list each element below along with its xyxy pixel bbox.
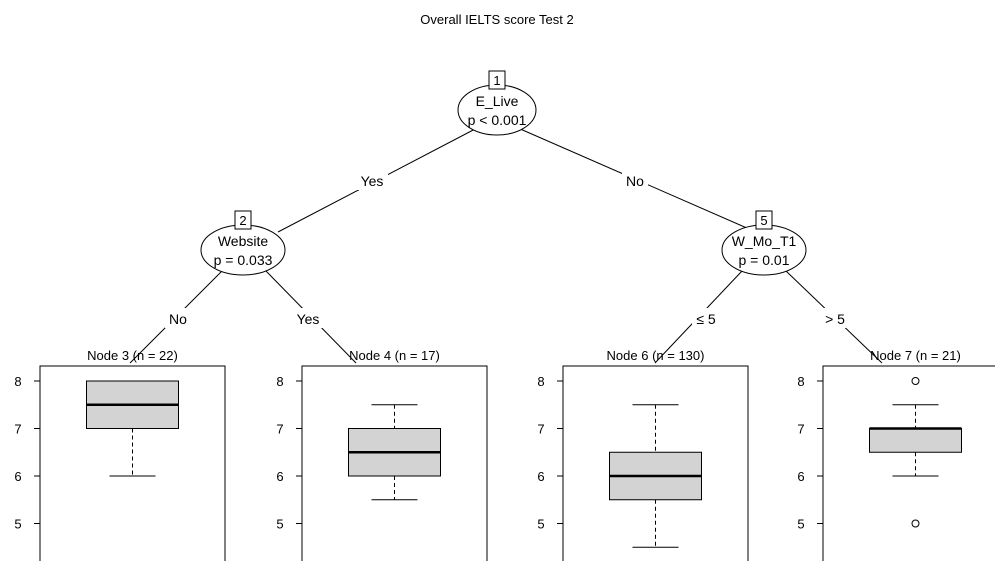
edge-label-n5-le5: ≤ 5 (696, 311, 716, 327)
node-id-2: 2 (239, 213, 246, 228)
edge-label-n1-yes: Yes (361, 173, 384, 189)
edge-label-n5-gt5: > 5 (825, 311, 845, 327)
split-pvalue-5: p = 0.01 (739, 252, 790, 268)
inner-node-5: 5 W_Mo_T1 p = 0.01 (721, 210, 807, 276)
terminal-1-panel-frame (39, 365, 226, 561)
node-id-5: 5 (760, 213, 767, 228)
terminal-4-outlier (911, 377, 920, 385)
terminal-1-ytick-label: 8 (14, 374, 21, 389)
split-pvalue-1: p < 0.001 (468, 112, 527, 128)
split-pvalue-2: p = 0.033 (214, 252, 273, 268)
edge-label-n2-no: No (169, 311, 187, 327)
terminal-4-ytick-label: 8 (797, 374, 804, 389)
terminal-nodes: Node 3 (n = 22) 8 7 6 5 Node 4 (n = 17) 8 7 6 5 No… (14, 348, 995, 561)
terminal-4-ytick-label: 6 (797, 469, 804, 484)
terminal-4-ytick-label: 7 (797, 422, 804, 437)
inner-node-2: 2 Website p = 0.033 (200, 210, 286, 276)
terminal-2-panel-frame (301, 365, 488, 561)
edge-label-n2-yes: Yes (297, 311, 320, 327)
terminal-4-label: Node 7 (n = 21) (870, 348, 961, 363)
plot-title: Overall IELTS score Test 2 (420, 12, 573, 27)
split-variable-1: E_Live (476, 93, 519, 109)
split-variable-5: W_Mo_T1 (732, 233, 797, 249)
edge-labels: Yes No No Yes ≤ 5 > 5 (165, 170, 850, 328)
terminal-2-ytick-label: 6 (276, 469, 283, 484)
terminal-4-ytick-label: 5 (797, 517, 804, 532)
terminal-4-outlier (911, 519, 920, 528)
split-variable-2: Website (218, 233, 269, 249)
terminal-1-ytick-label: 6 (14, 469, 21, 484)
terminal-3-ytick-label: 6 (537, 469, 544, 484)
terminal-3-ytick-label: 7 (537, 422, 544, 437)
inner-node-1: 1 E_Live p < 0.001 (457, 70, 537, 136)
edge-label-n1-no: No (626, 173, 644, 189)
terminal-3-ytick-label: 5 (537, 517, 544, 532)
terminal-1-ytick-label: 5 (14, 517, 21, 532)
terminal-1-ytick-label: 7 (14, 422, 21, 437)
node-id-1: 1 (493, 73, 500, 88)
terminal-1-label: Node 3 (n = 22) (87, 348, 178, 363)
terminal-2-ytick-label: 5 (276, 517, 283, 532)
terminal-4-box (869, 428, 962, 453)
terminal-4-panel-frame (822, 365, 995, 561)
terminal-2-ytick-label: 7 (276, 422, 283, 437)
terminal-3-panel-frame (562, 365, 749, 561)
terminal-3-label: Node 6 (n = 130) (607, 348, 705, 363)
terminal-2-ytick-label: 8 (276, 374, 283, 389)
terminal-2-label: Node 4 (n = 17) (349, 348, 440, 363)
terminal-3-ytick-label: 8 (537, 374, 544, 389)
